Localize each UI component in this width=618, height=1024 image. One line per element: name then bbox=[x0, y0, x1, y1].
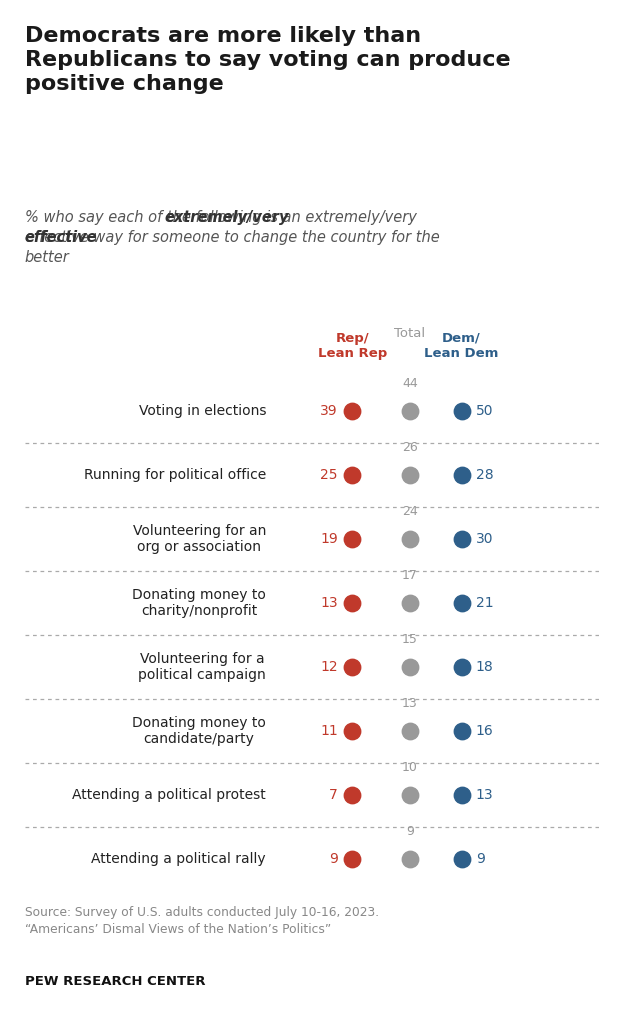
Text: 44: 44 bbox=[402, 378, 418, 390]
Text: Democrats are more likely than
Republicans to say voting can produce
positive ch: Democrats are more likely than Republica… bbox=[25, 26, 510, 93]
Text: 21: 21 bbox=[476, 596, 494, 610]
Point bbox=[347, 786, 357, 803]
Point bbox=[457, 530, 467, 547]
Text: Voting in elections: Voting in elections bbox=[138, 403, 266, 418]
Point bbox=[347, 851, 357, 867]
Text: % who say each of the following is an extremely/very
effective way for someone t: % who say each of the following is an ex… bbox=[25, 210, 439, 264]
Text: 26: 26 bbox=[402, 441, 418, 455]
Point bbox=[347, 595, 357, 611]
Text: Running for political office: Running for political office bbox=[84, 468, 266, 482]
Point bbox=[405, 851, 415, 867]
Point bbox=[347, 467, 357, 483]
Text: 30: 30 bbox=[476, 531, 493, 546]
Text: extremely/very: extremely/very bbox=[164, 210, 289, 225]
Text: Attending a political rally: Attending a political rally bbox=[91, 852, 266, 866]
Text: 9: 9 bbox=[476, 852, 485, 866]
Text: PEW RESEARCH CENTER: PEW RESEARCH CENTER bbox=[25, 975, 205, 988]
Text: 50: 50 bbox=[476, 403, 493, 418]
Text: 13: 13 bbox=[402, 697, 418, 711]
Point bbox=[405, 658, 415, 675]
Text: 9: 9 bbox=[329, 852, 338, 866]
Text: Donating money to
candidate/party: Donating money to candidate/party bbox=[132, 716, 266, 745]
Point bbox=[457, 595, 467, 611]
Text: 12: 12 bbox=[320, 659, 338, 674]
Text: 24: 24 bbox=[402, 506, 418, 518]
Text: 28: 28 bbox=[476, 468, 494, 482]
Point bbox=[457, 402, 467, 419]
Point bbox=[457, 851, 467, 867]
Point bbox=[347, 530, 357, 547]
Point bbox=[457, 658, 467, 675]
Text: 16: 16 bbox=[476, 724, 494, 738]
Text: Volunteering for an
org or association: Volunteering for an org or association bbox=[133, 524, 266, 554]
Text: 15: 15 bbox=[402, 634, 418, 646]
Text: Rep/
Lean Rep: Rep/ Lean Rep bbox=[318, 332, 387, 359]
Point bbox=[347, 658, 357, 675]
Point bbox=[457, 786, 467, 803]
Text: 18: 18 bbox=[476, 659, 494, 674]
Text: 7: 7 bbox=[329, 787, 338, 802]
Point bbox=[457, 723, 467, 739]
Point bbox=[347, 723, 357, 739]
Point bbox=[457, 467, 467, 483]
Text: 19: 19 bbox=[320, 531, 338, 546]
Text: 17: 17 bbox=[402, 569, 418, 583]
Text: 11: 11 bbox=[320, 724, 338, 738]
Point bbox=[405, 786, 415, 803]
Point bbox=[405, 467, 415, 483]
Text: Total: Total bbox=[394, 328, 425, 340]
Text: 10: 10 bbox=[402, 762, 418, 774]
Text: effective: effective bbox=[25, 229, 97, 245]
Text: Volunteering for a
political campaign: Volunteering for a political campaign bbox=[138, 652, 266, 682]
Text: Dem/
Lean Dem: Dem/ Lean Dem bbox=[425, 332, 499, 359]
Point bbox=[405, 723, 415, 739]
Text: Attending a political protest: Attending a political protest bbox=[72, 787, 266, 802]
Text: 13: 13 bbox=[476, 787, 494, 802]
Point bbox=[405, 402, 415, 419]
Text: Source: Survey of U.S. adults conducted July 10-16, 2023.
“Americans’ Dismal Vie: Source: Survey of U.S. adults conducted … bbox=[25, 906, 379, 936]
Text: 13: 13 bbox=[320, 596, 338, 610]
Point bbox=[347, 402, 357, 419]
Text: 39: 39 bbox=[320, 403, 338, 418]
Text: 25: 25 bbox=[321, 468, 338, 482]
Point bbox=[405, 530, 415, 547]
Point bbox=[405, 595, 415, 611]
Text: Donating money to
charity/nonprofit: Donating money to charity/nonprofit bbox=[132, 588, 266, 617]
Text: 9: 9 bbox=[406, 825, 413, 839]
